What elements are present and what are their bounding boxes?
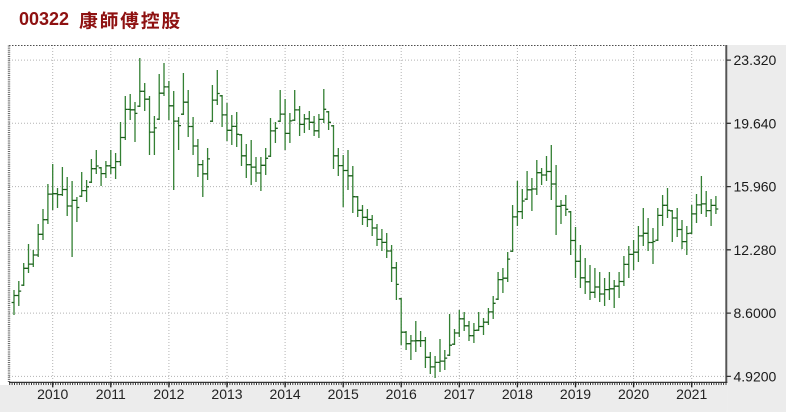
svg-text:2017: 2017 bbox=[444, 386, 475, 402]
svg-text:12.280: 12.280 bbox=[734, 242, 777, 258]
svg-text:4.9200: 4.9200 bbox=[734, 368, 777, 384]
svg-text:2014: 2014 bbox=[270, 386, 301, 402]
svg-text:2016: 2016 bbox=[386, 386, 417, 402]
svg-text:8.6000: 8.6000 bbox=[734, 305, 777, 321]
svg-text:2019: 2019 bbox=[560, 386, 591, 402]
svg-text:2020: 2020 bbox=[618, 386, 649, 402]
svg-text:00322: 00322 bbox=[19, 9, 69, 29]
svg-text:2012: 2012 bbox=[153, 386, 184, 402]
svg-text:2015: 2015 bbox=[328, 386, 359, 402]
svg-text:2011: 2011 bbox=[96, 386, 126, 402]
svg-text:2013: 2013 bbox=[211, 386, 242, 402]
svg-text:19.640: 19.640 bbox=[734, 115, 777, 131]
svg-text:2010: 2010 bbox=[37, 386, 68, 402]
svg-text:2018: 2018 bbox=[502, 386, 533, 402]
svg-text:23.320: 23.320 bbox=[734, 52, 777, 68]
svg-text:15.960: 15.960 bbox=[734, 179, 777, 195]
svg-text:2021: 2021 bbox=[676, 386, 707, 402]
